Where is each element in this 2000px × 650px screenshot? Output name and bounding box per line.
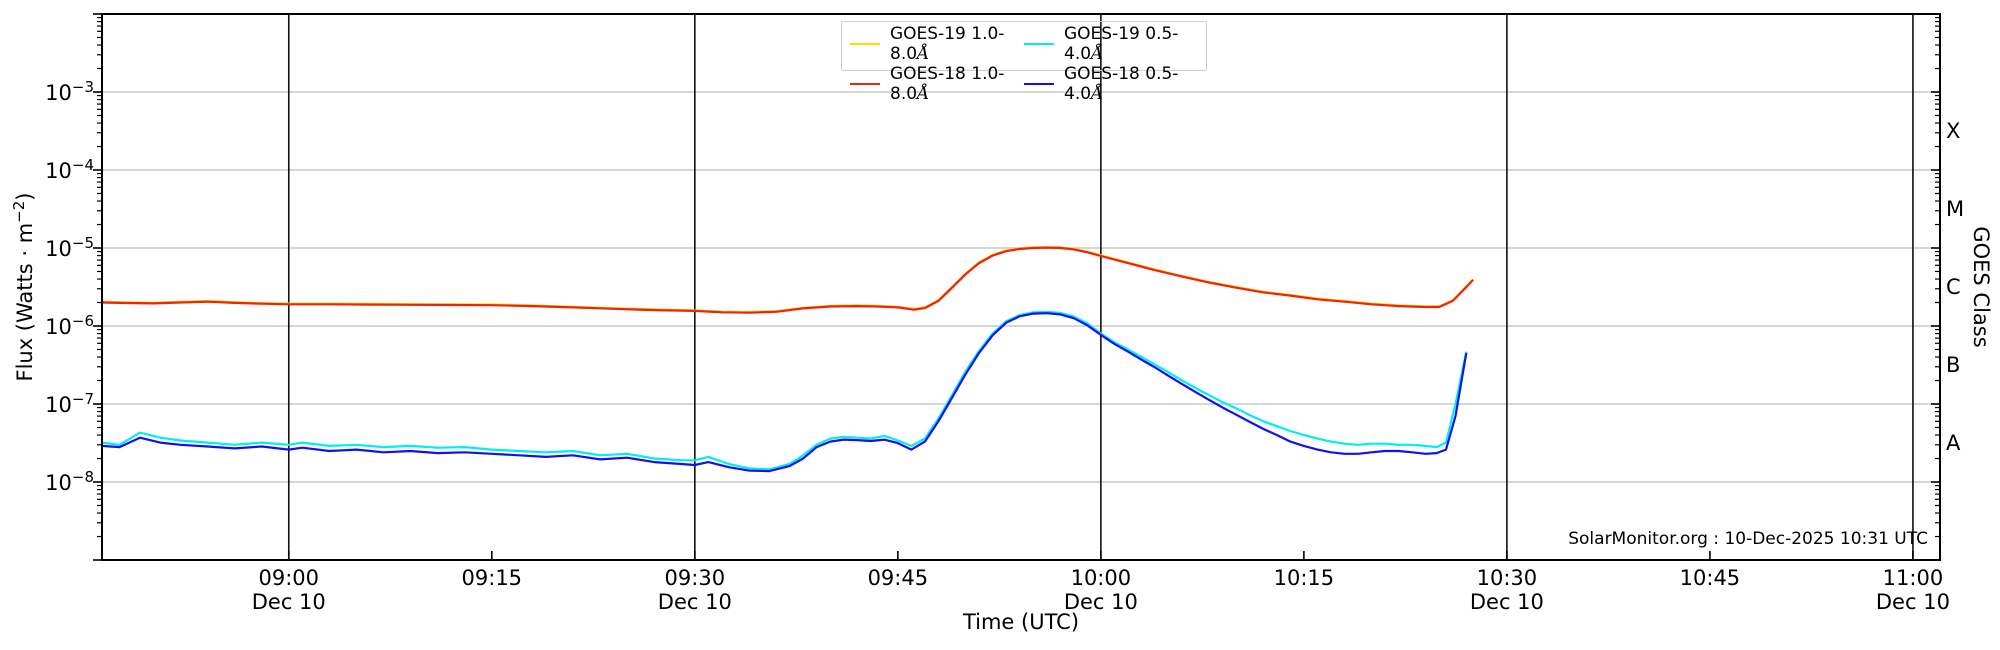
plot-frame [101, 13, 1941, 561]
legend-line-swatch [850, 83, 880, 85]
x-axis-title: Time (UTC) [962, 610, 1080, 634]
x-axis-tick-label: 09:00 Dec 10 [209, 566, 369, 614]
series-line-goes-19-1-0-8-0a [101, 245, 1474, 314]
y-axis-tick-label: 10−6 [45, 311, 94, 339]
goes-class-label-a: A [1946, 431, 1961, 455]
x-axis-tick-label: 10:00 Dec 10 [1021, 566, 1181, 614]
y-axis-title: Flux (Watts · m−2) [10, 192, 37, 382]
y-axis-tick-label: 10−8 [45, 467, 94, 495]
legend-line-swatch [1024, 43, 1054, 45]
legend-line-swatch [1024, 83, 1054, 85]
legend-label: GOES-18 1.0-8.0Å [890, 64, 1005, 104]
x-axis-date-label: Dec 10 [251, 590, 326, 614]
x-axis-tick-label: 10:15 [1273, 566, 1335, 590]
legend-item: GOES-19 1.0-8.0Å [850, 24, 1024, 64]
legend-line-swatch [850, 43, 880, 45]
y-axis-tick-label: 10−3 [45, 77, 94, 105]
legend-unit-angstrom: Å [1091, 84, 1104, 104]
watermark: SolarMonitor.org : 10-Dec-2025 10:31 UTC [1568, 529, 1928, 549]
goes-class-label-b: B [1946, 353, 1961, 377]
legend-unit-angstrom: Å [917, 44, 930, 64]
x-axis-tick-label: 10:45 [1679, 566, 1741, 590]
x-axis-date-label: Dec 10 [1875, 590, 1950, 614]
goes-class-label-x: X [1946, 119, 1961, 143]
x-axis-tick-label: 09:15 [461, 566, 523, 590]
legend-unit-angstrom: Å [1091, 44, 1104, 64]
legend: GOES-19 1.0-8.0Å GOES-18 1.0-8.0Å GOES-19 … [841, 21, 1207, 104]
right-axis-title: GOES Class [1969, 226, 1993, 348]
x-axis-tick-label: 11:00 Dec 10 [1833, 566, 1993, 614]
legend-item: GOES-18 1.0-8.0Å [850, 64, 1024, 104]
legend-label: GOES-19 0.5-4.0Å [1064, 24, 1179, 64]
legend-item: GOES-18 0.5-4.0Å [1024, 64, 1198, 104]
y-axis-tick-label: 10−7 [45, 389, 94, 417]
x-axis-date-label: Dec 10 [1469, 590, 1544, 614]
x-axis-tick-label: 10:30 Dec 10 [1427, 566, 1587, 614]
legend-item: GOES-19 0.5-4.0Å [1024, 24, 1198, 64]
legend-label: GOES-19 1.0-8.0Å [890, 24, 1005, 64]
y-axis-tick-label: 10−5 [45, 233, 94, 261]
series-line-goes-19-0-5-4-0a [101, 310, 1468, 471]
legend-label: GOES-18 0.5-4.0Å [1064, 64, 1179, 104]
x-axis-tick-label: 09:45 [867, 566, 929, 590]
legend-unit-angstrom: Å [917, 84, 930, 104]
series-line-goes-18-1-0-8-0a [101, 246, 1474, 314]
series-line-goes-18-0-5-4-0a [101, 312, 1468, 473]
x-axis-date-label: Dec 10 [1063, 590, 1138, 614]
goes-class-label-m: M [1946, 197, 1965, 221]
x-axis-tick-label: 09:30 Dec 10 [615, 566, 775, 614]
y-axis-tick-label: 10−4 [45, 155, 94, 183]
goes-class-label-c: C [1946, 275, 1961, 299]
x-axis-date-label: Dec 10 [657, 590, 732, 614]
